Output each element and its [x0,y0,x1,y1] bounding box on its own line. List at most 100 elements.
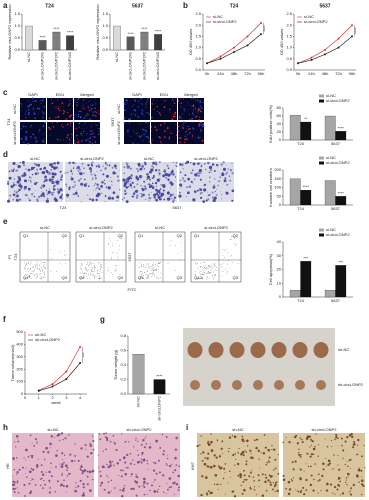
texture-dot [32,273,34,274]
texture-dot [80,178,82,180]
y-tick-label: 0.5 [195,56,201,61]
texture-dot [116,200,118,202]
texture-dot [179,137,182,139]
texture-dot [143,133,145,136]
texture-dot [131,187,133,189]
texture-dot [168,139,169,141]
texture-dot [111,252,113,253]
texture-dot [38,458,40,460]
texture-dot [326,482,329,486]
y-tick-label: 400 [16,341,23,346]
texture-dot [91,130,93,132]
texture-dot [274,481,277,484]
texture-dot [40,464,43,466]
texture-dot [168,486,171,489]
texture-dot [179,183,183,187]
texture-dot [195,108,197,110]
bar [335,265,347,298]
texture-dot [88,109,91,112]
texture-dot [86,264,87,265]
texture-dot [94,101,96,103]
texture-dot [74,191,78,195]
texture-dot [171,463,173,465]
texture-dot [115,448,118,451]
texture-dot [363,444,365,447]
texture-dot [137,440,139,443]
texture-dot [29,130,31,132]
texture-dot [54,97,56,99]
texture-dot [23,275,25,276]
texture-dot [269,475,273,478]
texture-dot [67,134,69,136]
texture-dot [91,134,93,135]
texture-dot [29,264,31,265]
texture-dot [219,176,221,178]
texture-dot [71,136,73,138]
texture-dot [87,138,89,140]
texture-dot [20,124,22,126]
texture-dot [111,180,113,183]
texture-dot [66,171,69,174]
texture-dot [57,116,60,118]
texture-dot [165,463,168,465]
texture-dot [191,135,194,137]
stain-label: Ki67 [190,461,195,470]
texture-dot [65,118,67,120]
texture-dot [203,262,205,263]
texture-dot [109,165,111,167]
point [51,385,54,388]
texture-dot [89,275,91,277]
texture-dot [61,189,63,192]
texture-dot [221,194,223,196]
texture-dot [195,117,197,119]
texture-dot [141,113,144,116]
texture-dot [296,442,299,445]
texture-dot [180,235,182,237]
texture-dot [25,125,27,128]
texture-dot [178,194,182,198]
texture-dot [123,172,125,174]
texture-dot [86,133,88,135]
texture-dot [60,432,64,435]
texture-dot [101,266,103,268]
texture-dot [56,161,60,165]
point [260,33,262,36]
texture-dot [194,274,196,275]
x-tick-label: 0h [205,71,209,76]
texture-dot [148,136,149,138]
texture-dot [148,277,150,279]
x-tick-label: 5637 [331,206,341,211]
texture-dot [122,178,126,182]
texture-dot [121,489,125,492]
texture-dot [213,271,215,273]
texture-dot [148,183,151,186]
texture-dot [235,458,237,461]
texture-dot [99,474,102,478]
texture-dot [179,115,181,118]
texture-dot [88,107,90,109]
texture-dot [65,193,70,197]
column-label: EDU [56,92,65,97]
texture-dot [136,142,138,144]
texture-dot [84,107,85,109]
quadrant-label: Q1 [138,233,144,238]
texture-dot [80,465,83,469]
texture-dot [111,243,113,245]
quadrant-label: Q2 [233,233,239,238]
texture-dot [48,178,52,182]
y-tick-label: 0.6 [120,348,126,353]
texture-dot [317,492,319,494]
texture-dot [152,461,154,463]
quadrant-label: Q4 [138,275,144,280]
texture-dot [31,177,33,179]
texture-dot [129,135,130,137]
texture-dot [127,185,130,188]
texture-dot [112,274,113,276]
significance: ** [304,116,308,121]
texture-dot [155,192,158,196]
texture-dot [60,483,63,487]
texture-dot [91,268,93,270]
texture-dot [93,136,95,138]
texture-dot [155,163,158,166]
significance: **** [40,34,47,39]
